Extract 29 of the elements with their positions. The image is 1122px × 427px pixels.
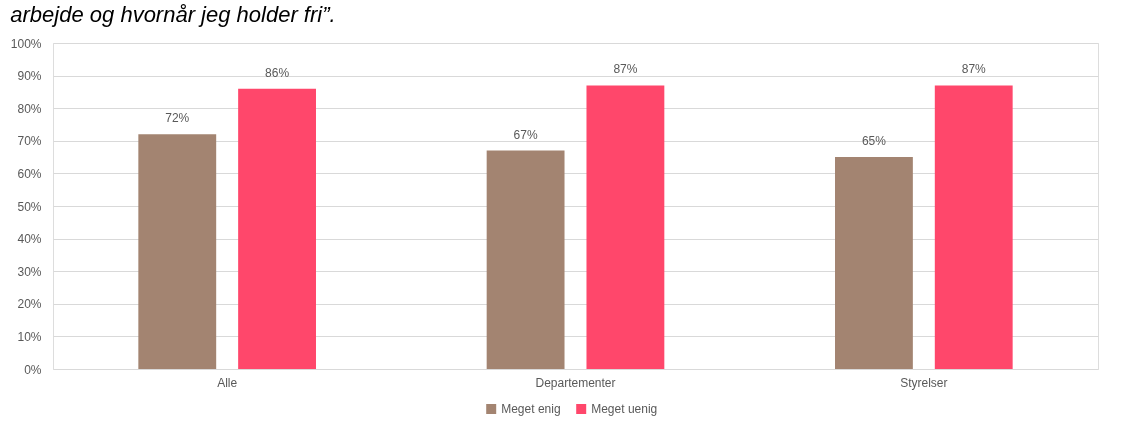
x-tick-label: Styrelser — [900, 375, 948, 390]
y-tick-label: 20% — [17, 297, 42, 312]
data-label: 67% — [513, 127, 538, 142]
x-tick-label: Departementer — [535, 375, 616, 390]
legend-label: Meget enig — [501, 402, 561, 416]
y-tick-label: 80% — [17, 101, 42, 116]
bar — [138, 134, 217, 369]
legend-label: Meget uenig — [591, 402, 658, 416]
bar — [486, 150, 565, 369]
bar — [835, 157, 913, 369]
data-label: 72% — [165, 111, 190, 126]
y-tick-label: 50% — [17, 199, 42, 214]
chart-title: arbejde og hvornår jeg holder fri”. — [10, 2, 336, 27]
y-tick-label: 30% — [17, 264, 42, 279]
y-tick-label: 40% — [17, 232, 42, 247]
bar — [934, 85, 1013, 369]
y-tick-label: 100% — [10, 36, 42, 51]
y-tick-label: 0% — [24, 362, 42, 377]
bar — [238, 88, 316, 369]
y-tick-label: 10% — [17, 329, 42, 344]
data-label: 87% — [613, 62, 638, 77]
data-label: 86% — [265, 65, 290, 80]
y-tick-label: 60% — [17, 166, 42, 181]
data-label: 65% — [861, 134, 887, 149]
y-tick-label: 90% — [17, 69, 42, 84]
bar — [586, 85, 665, 369]
data-label: 87% — [961, 62, 987, 77]
y-tick-label: 70% — [17, 134, 42, 149]
x-tick-label: Alle — [217, 375, 238, 390]
